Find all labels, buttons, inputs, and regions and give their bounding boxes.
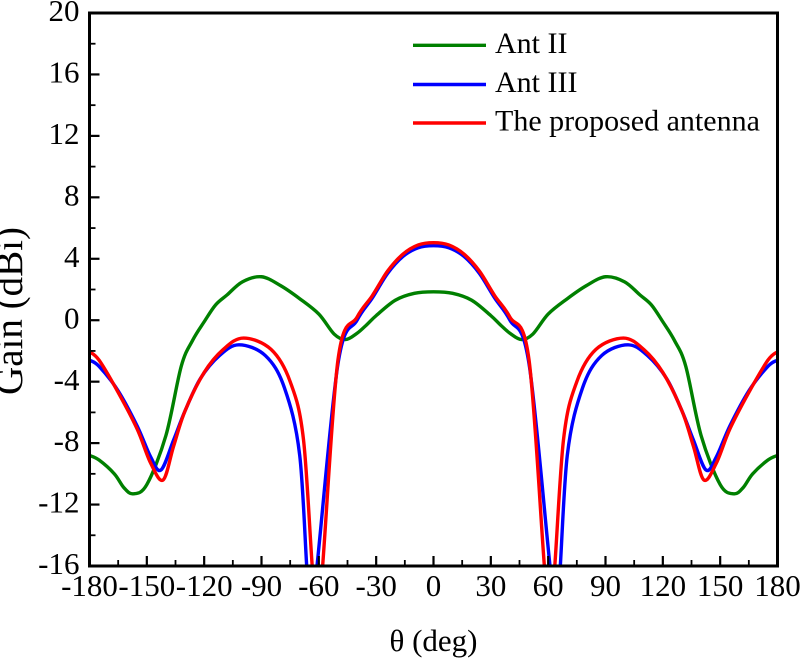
- svg-text:30: 30: [475, 568, 506, 603]
- svg-text:The proposed antenna: The proposed antenna: [495, 105, 760, 138]
- svg-text:12: 12: [49, 116, 80, 151]
- svg-text:120: 120: [640, 568, 687, 603]
- svg-text:-30: -30: [356, 568, 397, 603]
- svg-text:20: 20: [49, 0, 80, 28]
- svg-text:0: 0: [426, 568, 442, 603]
- svg-text:-150: -150: [118, 568, 175, 603]
- svg-text:4: 4: [64, 239, 80, 274]
- svg-text:-90: -90: [241, 568, 282, 603]
- svg-text:180: 180: [754, 568, 800, 603]
- svg-text:-60: -60: [298, 568, 339, 603]
- svg-text:150: 150: [697, 568, 744, 603]
- svg-text:-12: -12: [38, 485, 79, 520]
- svg-text:Gain (dBi): Gain (dBi): [0, 227, 31, 395]
- svg-text:0: 0: [64, 300, 80, 335]
- svg-text:-120: -120: [176, 568, 233, 603]
- svg-text:-180: -180: [61, 568, 118, 603]
- svg-text:90: 90: [590, 568, 621, 603]
- svg-text:θ (deg): θ (deg): [389, 623, 477, 658]
- svg-text:Ant III: Ant III: [495, 66, 577, 99]
- svg-text:Ant II: Ant II: [495, 27, 567, 60]
- svg-text:60: 60: [533, 568, 564, 603]
- svg-text:16: 16: [49, 55, 80, 90]
- svg-text:8: 8: [64, 177, 80, 212]
- svg-text:-4: -4: [54, 362, 80, 397]
- svg-text:-8: -8: [54, 423, 80, 458]
